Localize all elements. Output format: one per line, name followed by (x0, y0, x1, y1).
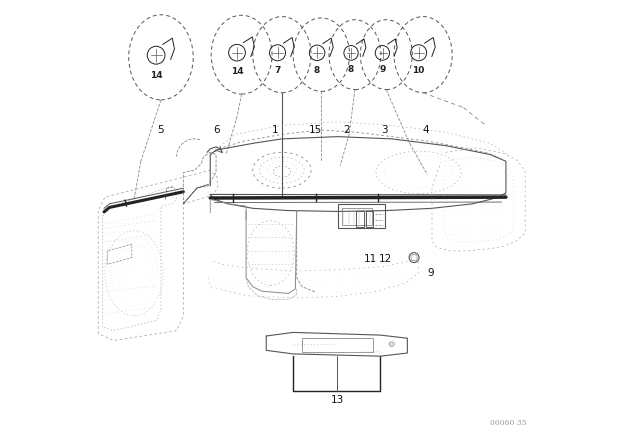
Text: 14: 14 (150, 71, 163, 80)
Text: 5: 5 (157, 125, 164, 135)
Text: 6: 6 (212, 125, 220, 135)
Text: 12: 12 (378, 254, 392, 264)
Bar (302, 338, 373, 352)
Text: 9: 9 (428, 268, 435, 278)
Text: 00060 35: 00060 35 (490, 419, 527, 427)
Bar (338, 204, 385, 228)
Bar (342, 208, 372, 225)
Bar (356, 211, 364, 227)
Text: 13: 13 (330, 395, 344, 405)
Text: 4: 4 (422, 125, 429, 135)
Text: 15: 15 (309, 125, 322, 135)
Text: 11: 11 (364, 254, 377, 264)
Text: 8: 8 (314, 65, 320, 74)
Text: 2: 2 (344, 125, 350, 135)
Text: 3: 3 (381, 125, 388, 135)
Text: 10: 10 (413, 66, 425, 75)
Text: 7: 7 (275, 66, 281, 75)
Text: 8: 8 (348, 65, 354, 74)
Text: 1: 1 (272, 125, 278, 135)
Bar (365, 211, 373, 227)
Text: 14: 14 (230, 67, 243, 76)
Text: 9: 9 (380, 65, 385, 74)
